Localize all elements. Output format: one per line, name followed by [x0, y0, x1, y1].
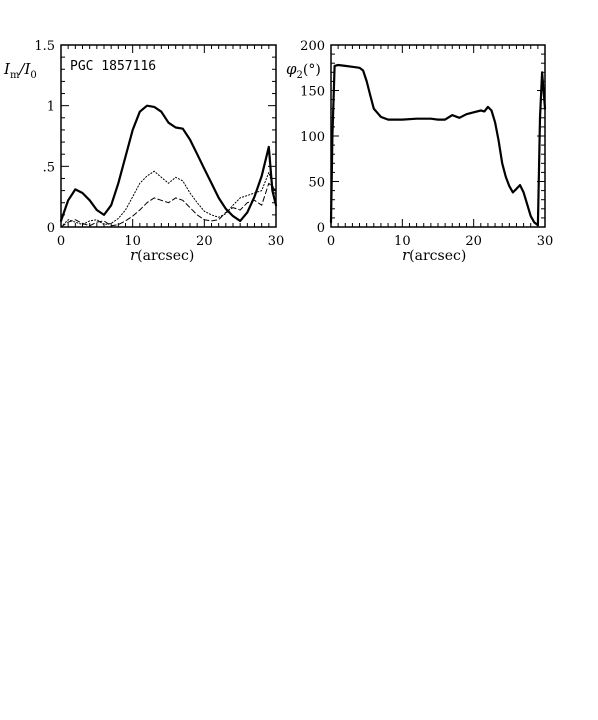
x-tick-label: 20 [465, 234, 482, 249]
galaxy-annotation: PGC 1857116 [70, 59, 156, 74]
right-x-axis-label: r(arcsec) [402, 246, 466, 264]
left-ticks [60, 44, 277, 228]
y-tick-label: 100 [300, 130, 325, 145]
x-tick-label: 0 [327, 234, 335, 249]
series-line-solid-thick [59, 104, 278, 222]
series-line-dotted [60, 170, 277, 228]
right-panel: 0 10 20 30 0 50 100 150 200 φ2(°) r(arcsec) [286, 39, 553, 264]
right-series [329, 63, 547, 227]
left-y-axis-label: Im/I0 [3, 60, 37, 81]
series-line-dashed [60, 182, 277, 228]
x-tick-label: 0 [57, 234, 65, 249]
left-panel: 0 10 20 30 0 .5 1 1.5 PGC 1857116 Im/I0 r(arcse… [3, 39, 284, 264]
y-tick-label: 150 [300, 85, 325, 100]
figure: 0 10 20 30 0 .5 1 1.5 PGC 1857116 Im/I0 r(arcse… [3, 39, 553, 264]
x-tick-label: 30 [537, 234, 554, 249]
y-tick-label: 1 [47, 100, 55, 115]
y-tick-label: 1.5 [34, 39, 55, 54]
x-tick-label: 30 [268, 234, 285, 249]
right-y-axis-label: φ2(°) [286, 60, 321, 81]
series-line-solid-thick [329, 63, 547, 227]
x-tick-label: 10 [124, 234, 141, 249]
right-tick-labels: 0 10 20 30 0 50 100 150 200 [300, 39, 553, 249]
y-tick-label: .5 [43, 160, 55, 175]
left-series [59, 104, 278, 228]
x-tick-label: 20 [196, 234, 213, 249]
y-tick-label: 50 [308, 176, 325, 191]
y-tick-label: 0 [47, 221, 55, 236]
y-tick-label: 0 [317, 221, 325, 236]
left-tick-labels: 0 10 20 30 0 .5 1 1.5 [34, 39, 284, 249]
y-tick-label: 200 [300, 39, 325, 54]
x-tick-label: 10 [394, 234, 411, 249]
left-x-axis-label: r(arcsec) [130, 246, 194, 264]
